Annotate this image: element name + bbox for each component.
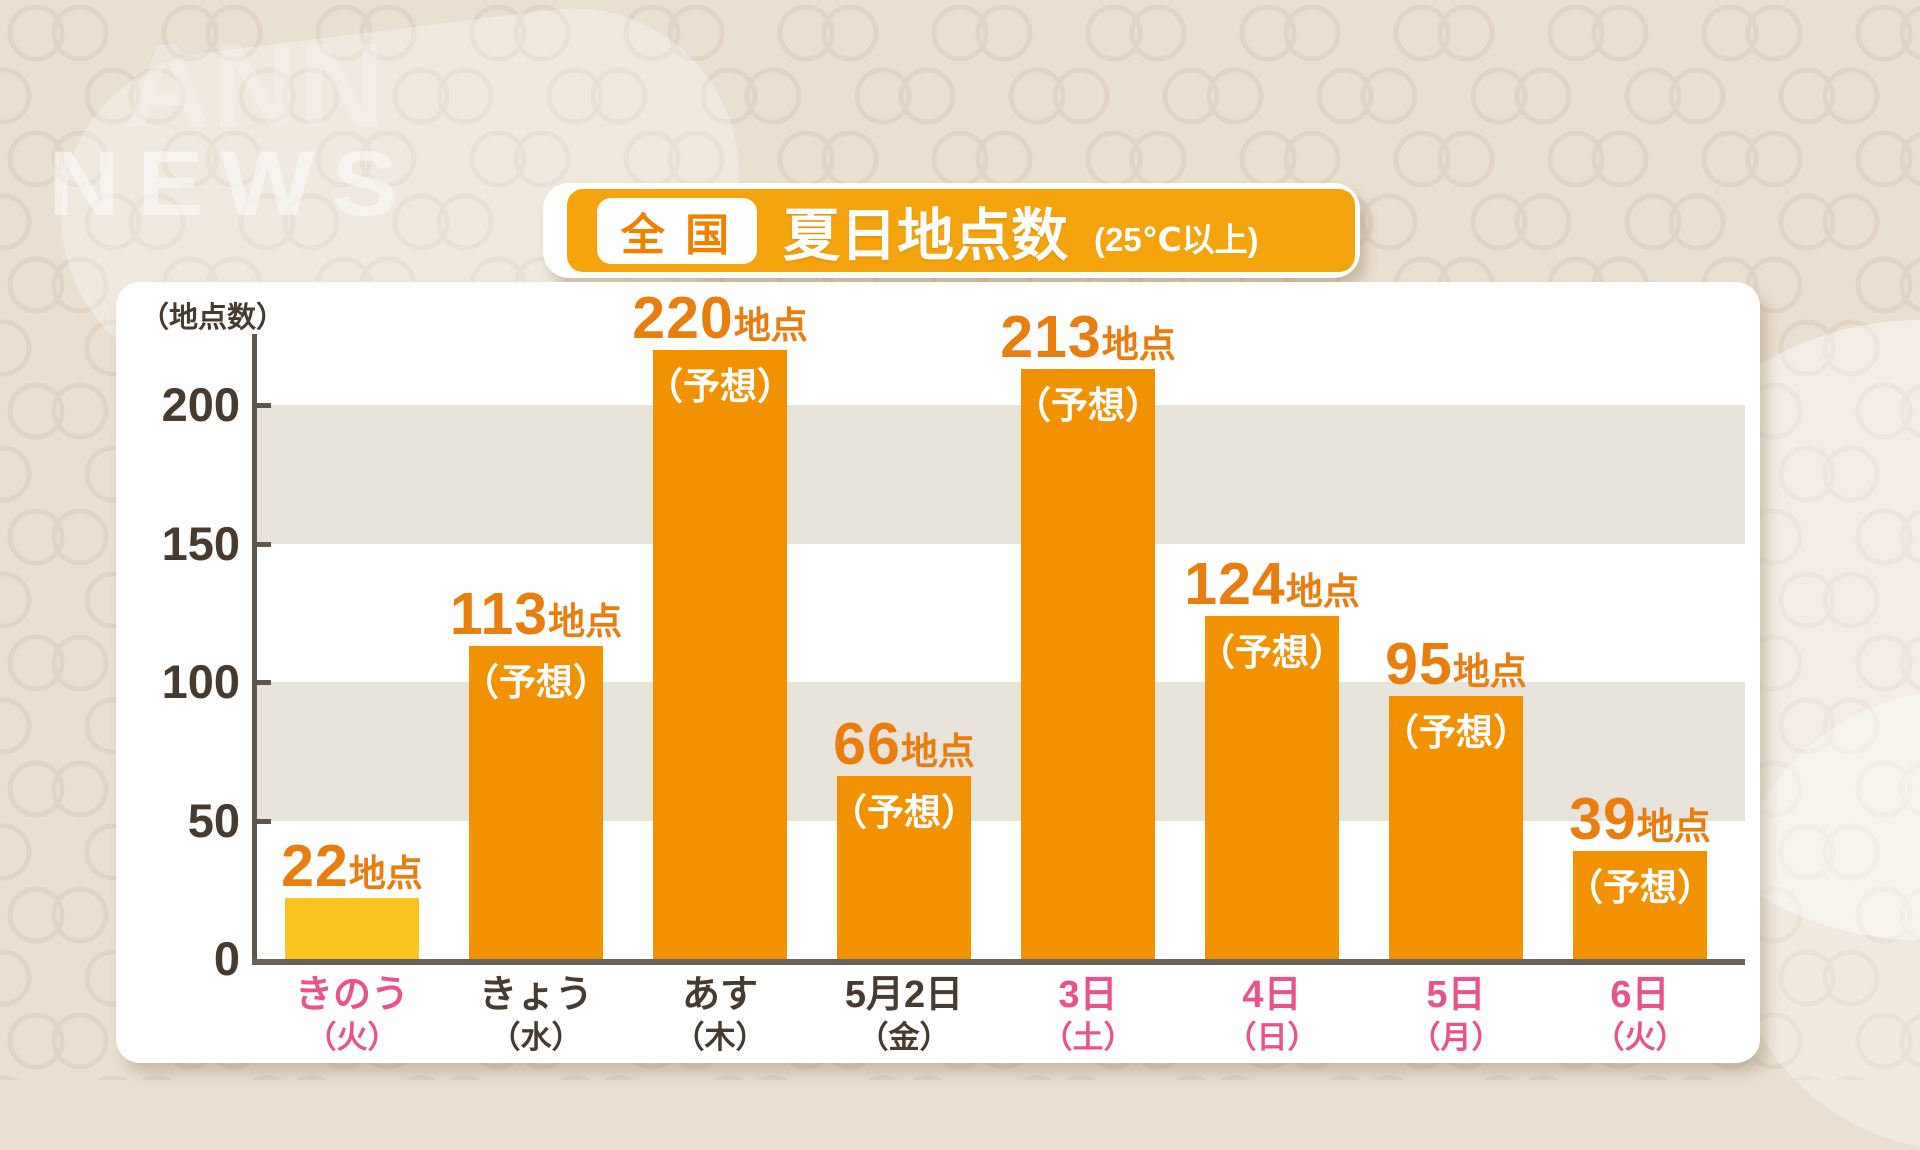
- y-axis-label: 0: [213, 932, 240, 985]
- y-axis-tick-mark: [252, 818, 271, 824]
- x-axis-day: 3日: [1058, 974, 1118, 1016]
- x-axis-weekday: （木）: [673, 1020, 767, 1055]
- forecast-label: （予想）: [1014, 385, 1162, 426]
- bar-value-suffix: 地点: [1636, 806, 1711, 847]
- bar-value-label: 39地点: [1470, 785, 1760, 853]
- bar-value-label: 113地点: [366, 580, 706, 648]
- x-axis-weekday: （火）: [305, 1020, 399, 1055]
- bar-value-number: 39: [1569, 786, 1637, 852]
- x-axis-weekday: （火）: [1593, 1020, 1687, 1055]
- bar-value-suffix: 地点: [348, 853, 423, 894]
- bar-value-label: 66地点: [734, 710, 1074, 778]
- x-axis-label: 4日 （日）: [1162, 972, 1382, 1058]
- x-axis-label: 5月2日 （金）: [794, 972, 1014, 1058]
- forecast-label: （予想）: [1566, 867, 1714, 908]
- bar-value-number: 66: [833, 711, 901, 777]
- y-axis-label: 50: [187, 793, 240, 847]
- bar-5月2日: [837, 776, 971, 959]
- y-axis-label: 200: [161, 378, 240, 431]
- chart-panel: （地点数） 200 150 100 50 0 22地点 きのう （火） 113地点 （予想） きょ…: [116, 282, 1760, 1063]
- bar-value-number: 113: [449, 581, 549, 647]
- y-axis-line: [252, 334, 257, 964]
- ann-logo-text: ANN: [125, 20, 387, 152]
- x-axis-day: きょう: [478, 974, 593, 1016]
- bar-value-suffix: 地点: [1452, 651, 1527, 692]
- x-axis-line: [252, 959, 1745, 965]
- chart-subtitle: (25℃以上): [1094, 220, 1259, 258]
- y-axis-tick-mark: [252, 403, 271, 408]
- bar-きょう: [469, 646, 603, 959]
- news-logo-text: NEWS: [48, 133, 416, 235]
- x-axis-label: きのう （火）: [242, 972, 462, 1058]
- bar-value-number: 124: [1184, 551, 1286, 617]
- chart-title: 夏日地点数: [783, 203, 1068, 268]
- bar-value-number: 22: [281, 833, 349, 899]
- bar-value-number: 213: [1000, 304, 1102, 370]
- y-axis-label: 100: [161, 655, 240, 708]
- bar-value-suffix: 地点: [1285, 571, 1360, 612]
- x-axis-weekday: （土）: [1041, 1020, 1135, 1055]
- bar-value-label: 95地点: [1286, 630, 1626, 698]
- forecast-label: （予想）: [1382, 712, 1530, 753]
- bar-value-label: 220地点: [550, 284, 890, 352]
- x-axis-weekday: （月）: [1409, 1020, 1503, 1055]
- x-axis-day: あす: [681, 974, 758, 1016]
- bar-4日: [1205, 616, 1339, 959]
- grid-band: [252, 405, 1745, 544]
- title-banner: 全 国 夏日地点数 (25℃以上): [543, 183, 1360, 278]
- ann-news-watermark: ANN NEWS: [30, 10, 590, 240]
- x-axis-label: 3日 （土）: [978, 972, 1198, 1058]
- x-axis-day: きのう: [294, 974, 409, 1016]
- region-badge: 全 国: [597, 197, 757, 264]
- bar-あす: [653, 350, 787, 959]
- bar-6日: [1573, 851, 1707, 959]
- bar-value-label: 124地点: [1102, 550, 1442, 618]
- x-axis-day: 5日: [1426, 974, 1486, 1016]
- bar-きのう: [285, 898, 419, 959]
- y-axis-label: 150: [161, 516, 240, 570]
- forecast-label: （予想）: [646, 366, 794, 407]
- bar-value-suffix: 地点: [733, 305, 808, 346]
- x-axis-label: きょう （水）: [426, 972, 646, 1058]
- bar-3日: [1021, 369, 1155, 959]
- x-axis-label: あす （木）: [610, 972, 830, 1058]
- y-axis-tick-mark: [252, 680, 271, 685]
- y-axis-unit-label: （地点数）: [140, 302, 286, 334]
- x-axis-weekday: （日）: [1225, 1020, 1319, 1055]
- bar-value-number: 220: [632, 285, 734, 351]
- title-banner-inner: 全 国 夏日地点数 (25℃以上): [567, 189, 1355, 272]
- x-axis-label: 6日 （火）: [1530, 972, 1750, 1058]
- forecast-label: （予想）: [462, 662, 610, 703]
- x-axis-weekday: （水）: [489, 1020, 583, 1055]
- x-axis-label: 5日 （月）: [1346, 972, 1566, 1058]
- x-axis-day: 4日: [1242, 974, 1302, 1016]
- bar-value-number: 95: [1385, 631, 1453, 697]
- bar-value-label: 213地点: [918, 303, 1258, 371]
- bar-value-suffix: 地点: [548, 601, 623, 642]
- forecast-label: （予想）: [1198, 632, 1346, 673]
- bar-value-suffix: 地点: [900, 731, 975, 772]
- bar-5日: [1389, 696, 1523, 959]
- x-axis-day: 5月2日: [844, 974, 964, 1016]
- bar-value-suffix: 地点: [1101, 324, 1176, 365]
- forecast-label: （予想）: [830, 792, 978, 833]
- x-axis-day: 6日: [1610, 974, 1670, 1016]
- y-axis-tick-mark: [252, 541, 271, 547]
- x-axis-weekday: （金）: [857, 1020, 951, 1055]
- bar-value-label: 22地点: [182, 832, 522, 900]
